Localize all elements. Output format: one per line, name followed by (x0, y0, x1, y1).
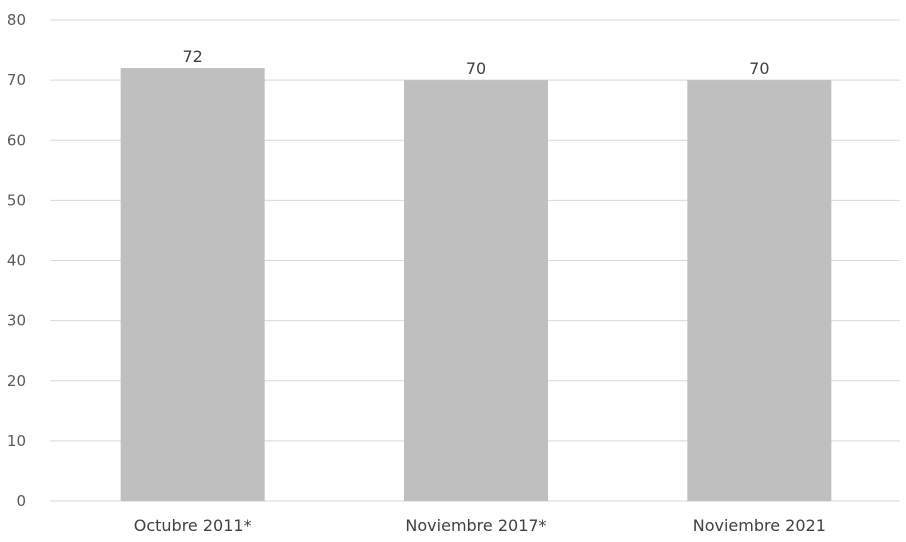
y-tick-label: 10 (7, 432, 26, 450)
data-labels: 72 70 70 (182, 47, 769, 78)
bars (120, 68, 832, 501)
x-tick-label-1: Octubre 2011* (134, 516, 252, 535)
y-tick-label: 40 (7, 252, 26, 270)
y-tick-label: 60 (7, 131, 26, 149)
data-label-1: 72 (182, 47, 202, 66)
y-axis-ticks: 0 10 20 30 40 50 60 70 80 (7, 11, 26, 510)
y-tick-label: 20 (7, 372, 26, 390)
y-tick-label: 30 (7, 312, 26, 330)
y-tick-label: 80 (7, 11, 26, 29)
bar-1 (120, 68, 265, 501)
y-tick-label: 50 (7, 191, 26, 209)
x-axis-ticks: Octubre 2011* Noviembre 2017* Noviembre 20… (134, 516, 826, 535)
bar-2 (404, 80, 548, 501)
bar-3 (687, 80, 832, 501)
x-tick-label-2: Noviembre 2017* (405, 516, 546, 535)
data-label-2: 70 (466, 59, 486, 78)
data-label-3: 70 (749, 59, 769, 78)
y-tick-label: 0 (16, 492, 26, 510)
y-tick-label: 70 (7, 71, 26, 89)
x-tick-label-3: Noviembre 2021 (693, 516, 826, 535)
